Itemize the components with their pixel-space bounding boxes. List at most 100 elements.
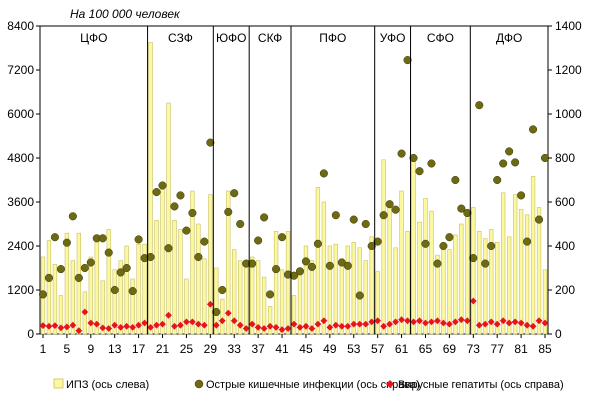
ipz-bar	[429, 210, 434, 335]
intestinal-infection-point	[505, 147, 514, 156]
ipz-bar	[267, 306, 273, 335]
legend-swatch-bar	[53, 378, 64, 389]
ipz-bar	[166, 102, 171, 335]
district-label: УФО	[380, 31, 406, 45]
hepatitis-point	[535, 317, 543, 325]
intestinal-infection-point	[451, 175, 460, 185]
intestinal-infection-point	[421, 239, 430, 248]
intestinal-infection-point	[50, 233, 59, 242]
hepatitis-point	[75, 327, 83, 335]
intestinal-infection-point	[212, 307, 221, 317]
ipz-bar	[333, 243, 338, 335]
intestinal-infection-point	[164, 244, 173, 253]
intestinal-infection-point	[475, 101, 484, 110]
y-right-tick-label: 1400	[555, 19, 582, 33]
hepatitis-point	[493, 320, 501, 328]
district-label: ЮФО	[216, 31, 247, 45]
intestinal-infection-point	[266, 290, 275, 299]
intestinal-infection-points	[38, 56, 550, 317]
intestinal-infection-point	[116, 268, 125, 277]
ipz-bar	[273, 231, 279, 335]
intestinal-infection-point	[194, 252, 203, 262]
hepatitis-point	[153, 321, 160, 329]
hepatitis-point	[177, 321, 184, 329]
intestinal-infection-point	[529, 125, 538, 134]
intestinal-infection-point	[289, 271, 299, 280]
hepatitis-point	[475, 321, 483, 329]
intestinal-infection-point	[146, 252, 155, 262]
intestinal-infection-point	[200, 237, 209, 246]
intestinal-infection-point	[122, 263, 131, 273]
x-tick-label: 5	[64, 342, 71, 356]
hepatitis-point	[296, 324, 304, 331]
ipz-bar	[160, 185, 165, 335]
intestinal-infection-point	[331, 211, 340, 220]
hepatitis-point	[189, 318, 196, 326]
ipz-bar	[279, 269, 285, 335]
hepatitis-point	[87, 319, 95, 327]
ipz-bar	[453, 234, 458, 335]
intestinal-infection-point	[218, 285, 227, 295]
hepatitis-point	[344, 322, 352, 330]
hepatitis-point	[51, 322, 59, 330]
intestinal-infection-point	[272, 265, 281, 274]
hepatitis-point	[242, 325, 250, 332]
intestinal-infection-point	[224, 207, 233, 216]
intestinal-infection-point	[499, 159, 508, 168]
x-tick-label: 33	[228, 342, 242, 356]
intestinal-infection-point	[367, 241, 376, 251]
hepatitis-point	[398, 316, 405, 324]
district-labels: ЦФО СЗФ ЮФО СКФ ПФО УФО СФО ДФО	[80, 26, 522, 334]
intestinal-infection-point	[457, 204, 466, 213]
x-tick-label: 25	[180, 342, 194, 356]
intestinal-infection-point	[517, 191, 526, 200]
y-right-tick-label: 200	[555, 283, 575, 297]
hepatitis-point	[374, 317, 382, 325]
intestinal-infection-point	[38, 290, 48, 299]
ipz-bar	[58, 295, 64, 335]
hepatitis-point	[212, 321, 220, 329]
ipz-bar	[70, 260, 76, 335]
hepatitis-point	[338, 322, 346, 330]
ipz-bar	[250, 256, 255, 335]
ipz-bar	[184, 278, 189, 335]
intestinal-infection-point	[355, 291, 364, 300]
hepatitis-point	[445, 320, 453, 328]
intestinal-infection-point	[439, 241, 448, 251]
intestinal-infection-point	[260, 213, 269, 222]
hepatitis-point	[206, 300, 214, 308]
x-tick-label: 17	[132, 342, 146, 356]
intestinal-infection-point	[230, 189, 239, 198]
ipz-bar	[285, 231, 291, 335]
hepatitis-point	[326, 324, 334, 331]
ipz-bar	[154, 220, 159, 335]
hepatitis-point	[117, 324, 125, 331]
hepatitis-point	[302, 322, 310, 330]
hepatitis-point	[356, 320, 364, 328]
hepatitis-point	[224, 309, 232, 317]
hepatitis-point	[320, 317, 328, 325]
x-tick-label: 57	[371, 342, 385, 356]
x-tick-label: 1	[40, 342, 47, 356]
intestinal-infection-point	[385, 200, 394, 209]
intestinal-infection-point	[319, 169, 328, 178]
hepatitis-point	[541, 319, 549, 327]
hepatitis-point	[105, 325, 113, 332]
y-left-tick-label: 1200	[7, 283, 34, 297]
x-tick-label: 65	[419, 342, 433, 356]
hepatitis-point	[487, 318, 495, 326]
ipz-bar	[435, 254, 440, 335]
ipz-bar	[405, 231, 410, 335]
ipz-bar	[477, 231, 482, 335]
hepatitis-point	[69, 321, 77, 329]
ipz-bar	[518, 209, 524, 335]
ipz-bar	[369, 236, 374, 335]
ipz-bar	[106, 229, 111, 335]
intestinal-infection-point	[206, 138, 215, 147]
y-right-tick-label: 800	[555, 151, 575, 165]
x-tick-label: 41	[275, 342, 289, 356]
district-label: ПФО	[319, 31, 346, 45]
intestinal-infection-point	[349, 215, 358, 224]
hepatitis-point	[39, 322, 47, 330]
ipz-bar	[46, 240, 52, 335]
